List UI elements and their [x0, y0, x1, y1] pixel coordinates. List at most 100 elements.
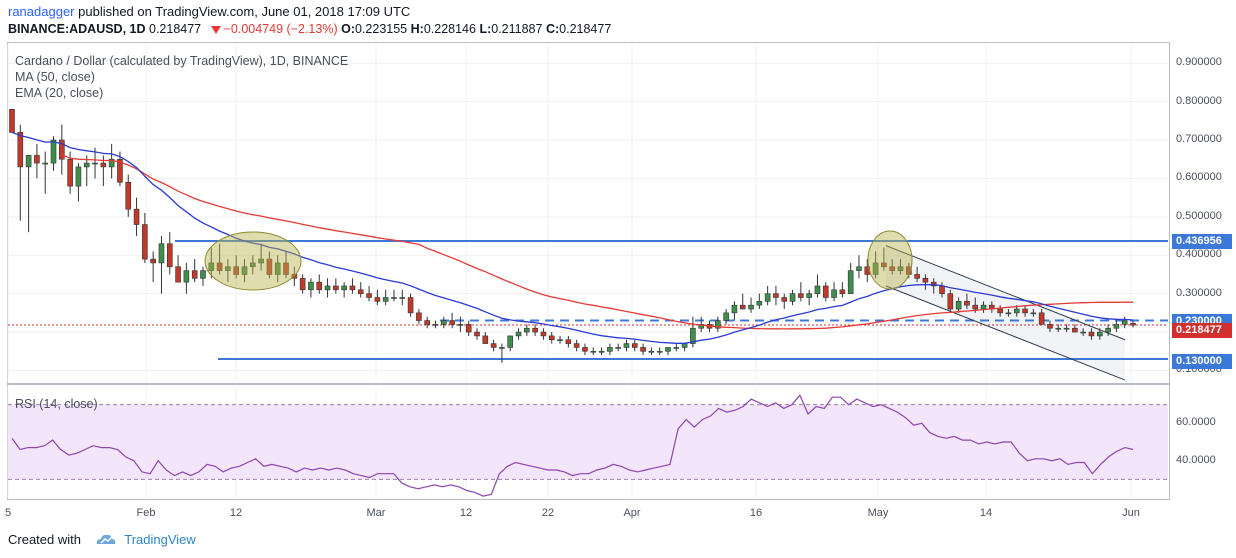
candle-body	[1055, 327, 1062, 330]
candle-body	[333, 285, 339, 291]
candle-body	[964, 301, 970, 306]
candle-body	[125, 181, 132, 210]
candle-body	[407, 297, 414, 314]
candle-body	[590, 350, 597, 353]
candle-body	[25, 155, 32, 168]
candle-body	[1088, 331, 1095, 337]
candle-body	[225, 266, 231, 271]
rsi-band	[8, 404, 1168, 480]
candle-body	[9, 108, 15, 133]
time-tick-label: May	[867, 507, 889, 519]
close-value: 0.218477	[559, 22, 612, 36]
candle-body	[150, 258, 156, 264]
candle-body	[939, 285, 945, 294]
candle-body	[607, 347, 613, 352]
candle-body	[806, 293, 812, 298]
ema-legend: EMA (20, close)	[15, 86, 104, 100]
author-link[interactable]: ranadagger	[8, 4, 75, 19]
candle-body	[1072, 327, 1078, 333]
candle-body	[266, 258, 273, 275]
candle-body	[972, 304, 979, 310]
candle-body	[822, 285, 829, 298]
candle-body	[748, 304, 754, 310]
candle-body	[1121, 320, 1128, 325]
candle-body	[424, 320, 430, 325]
candle-body	[233, 266, 239, 275]
tradingview-link[interactable]: TradingView	[124, 532, 196, 547]
candle-body	[1038, 312, 1045, 325]
candle-body	[773, 293, 779, 298]
channel-fill	[886, 245, 1125, 381]
rsi-tick-label: 40.0000	[1176, 453, 1216, 466]
candle-body	[382, 297, 389, 302]
channel-upper-line	[885, 245, 1126, 341]
candle-body	[83, 162, 90, 168]
candle-body	[598, 350, 605, 353]
candle-body	[781, 297, 788, 302]
candle-body	[955, 301, 962, 310]
candle-body	[1130, 322, 1136, 326]
candle-body	[490, 343, 497, 348]
candle-body	[499, 347, 505, 349]
last-price: 0.218477	[149, 22, 202, 36]
candle-body	[17, 132, 24, 168]
price-change: −0.004749 (−2.13%)	[223, 22, 338, 36]
candle-body	[914, 274, 920, 279]
candle-body	[50, 139, 57, 164]
highlight-ellipse	[204, 231, 302, 291]
candle-body	[1113, 324, 1120, 329]
candle-body	[731, 304, 738, 314]
candle-body	[814, 285, 821, 294]
time-tick-label: Jun	[1122, 507, 1140, 519]
candle-body	[524, 327, 530, 333]
low-value: 0.211887	[491, 22, 543, 36]
time-tick-label: 5	[4, 507, 12, 519]
low-label: L:	[479, 22, 492, 36]
candle-body	[507, 335, 514, 348]
candle-body	[108, 158, 115, 168]
candle-body	[615, 347, 621, 349]
candle-body	[640, 347, 646, 352]
price-tick-label: 0.900000	[1176, 56, 1222, 69]
candle-body	[324, 285, 331, 291]
candle-body	[216, 262, 223, 271]
chart-title: Cardano / Dollar (calculated by TradingV…	[15, 54, 349, 68]
candle-body	[947, 293, 954, 310]
candle-body	[191, 270, 198, 279]
publish-info: ranadagger published on TradingView.com,…	[8, 4, 410, 19]
close-label: C:	[545, 22, 560, 36]
candle-body	[283, 262, 289, 275]
candle-body	[274, 262, 281, 275]
candle-body	[457, 324, 464, 326]
price-tick-label: 0.300000	[1176, 286, 1222, 299]
price-tick-label: 0.500000	[1176, 209, 1222, 222]
candle-body	[532, 327, 538, 333]
time-tick-label: 22	[541, 507, 555, 519]
candle-body	[482, 335, 489, 344]
candle-body	[847, 270, 854, 294]
high-value: 0.228146	[423, 22, 476, 36]
candle-body	[200, 270, 206, 279]
candle-body	[764, 293, 771, 302]
candle-body	[100, 162, 107, 168]
candle-body	[441, 320, 447, 325]
candle-body	[92, 162, 98, 165]
time-tick-label: 12	[229, 507, 243, 519]
highlight-ellipse	[867, 230, 913, 290]
candle-body	[623, 343, 630, 348]
candle-body	[258, 258, 264, 264]
rsi-legend: RSI (14, close)	[15, 396, 98, 412]
time-tick-label: Mar	[366, 507, 386, 519]
candle-body	[183, 270, 190, 283]
last-price-tag: 0.218477	[1172, 322, 1232, 338]
channel-lower-line	[885, 285, 1126, 381]
candle-body	[922, 277, 929, 283]
down-arrow-icon	[210, 25, 221, 34]
ma50-line	[61, 153, 1134, 330]
candle-body	[308, 281, 314, 291]
candle-body	[756, 301, 763, 306]
price-tick-label: 0.400000	[1176, 248, 1222, 261]
candle-body	[631, 343, 638, 348]
candle-body	[250, 262, 256, 268]
